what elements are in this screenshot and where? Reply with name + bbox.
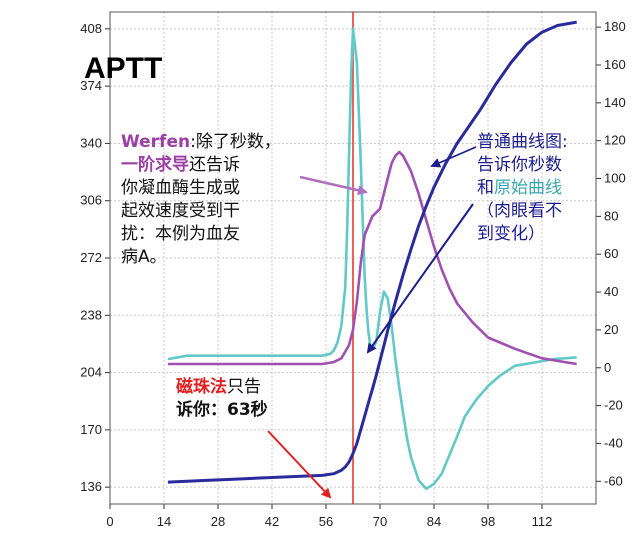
magnetic-line2: 诉你：63秒 bbox=[176, 400, 268, 420]
raw-curve-arrow bbox=[366, 203, 474, 354]
x-tick-label: 98 bbox=[481, 514, 495, 529]
normal-curve-arrow bbox=[430, 146, 477, 168]
original-curve-label: 原始曲线 bbox=[494, 178, 562, 198]
naked-eye-line1: （肉眼看不 bbox=[477, 201, 562, 221]
x-tick-label: 42 bbox=[265, 514, 279, 529]
first-derivative-curve bbox=[167, 150, 577, 366]
y-left-tick-label: 340 bbox=[80, 135, 102, 150]
werfen-label: Werfen bbox=[121, 132, 191, 152]
normal-line2: 告诉你秒数 bbox=[477, 155, 562, 175]
magnetic-label: 磁珠法 bbox=[176, 377, 227, 397]
normal-curve-annotation: 普通曲线图: 告诉你秒数 和原始曲线 （肉眼看不 到变化） bbox=[477, 131, 568, 246]
chart-title: APTT bbox=[84, 52, 163, 85]
y-left-tick-label: 238 bbox=[80, 307, 102, 322]
x-tick-label: 56 bbox=[319, 514, 333, 529]
werfen-line5: 扰：本例为血友 bbox=[121, 224, 240, 244]
y-left-tick-label: 170 bbox=[80, 422, 102, 437]
naked-eye-line2: 到变化） bbox=[477, 224, 545, 244]
series-layer bbox=[167, 12, 577, 504]
y-right-tick-label: -60 bbox=[604, 473, 623, 488]
werfen-line1: :除了秒数， bbox=[190, 132, 281, 152]
werfen-line6: 病A。 bbox=[121, 247, 167, 267]
y-right-tick-label: 40 bbox=[604, 284, 618, 299]
y-right-tick-label: 80 bbox=[604, 208, 618, 223]
x-tick-label: 14 bbox=[157, 514, 171, 529]
y-right-tick-label: 140 bbox=[604, 95, 626, 110]
y-right-tick-label: -40 bbox=[604, 435, 623, 450]
normal-line3-prefix: 和 bbox=[477, 178, 494, 198]
coagulation-curve bbox=[167, 20, 577, 484]
x-tick-label: 84 bbox=[427, 514, 441, 529]
werfen-line3: 你凝血酶生成或 bbox=[121, 178, 240, 198]
werfen-line4: 起效速度受到干 bbox=[121, 201, 240, 221]
normal-line1-suffix: : bbox=[562, 132, 568, 152]
y-left-tick-label: 374 bbox=[80, 78, 102, 93]
x-tick-label: 70 bbox=[373, 514, 387, 529]
y-left-tick-label: 204 bbox=[80, 365, 102, 380]
x-tick-label: 112 bbox=[532, 514, 553, 529]
magnetic-arrow bbox=[267, 430, 332, 499]
x-tick-label: 28 bbox=[211, 514, 225, 529]
werfen-line2: 还告诉 bbox=[189, 155, 240, 175]
werfen-annotation: Werfen:除了秒数， 一阶求导还告诉 你凝血酶生成或 起效速度受到干 扰：本… bbox=[121, 131, 281, 269]
y-left-tick-label: 408 bbox=[80, 21, 102, 36]
y-left-tick-label: 306 bbox=[80, 193, 102, 208]
ticks-layer: 136 170 204 238 272 306 340 374 408 -60 -40 -20 0 20 4… bbox=[80, 19, 625, 529]
y-right-tick-label: 60 bbox=[604, 246, 618, 261]
x-tick-label: 0 bbox=[106, 514, 113, 529]
y-left-tick-label: 136 bbox=[80, 479, 102, 494]
y-right-tick-label: 120 bbox=[604, 133, 626, 148]
y-right-tick-label: 0 bbox=[604, 360, 611, 375]
y-right-tick-label: 160 bbox=[604, 57, 626, 72]
y-right-tick-label: 180 bbox=[604, 19, 626, 34]
magnetic-annotation: 磁珠法只告 诉你：63秒 bbox=[176, 376, 268, 422]
y-right-tick-label: 20 bbox=[604, 322, 618, 337]
normal-curve-label: 普通曲线图 bbox=[477, 132, 562, 152]
y-left-tick-label: 272 bbox=[80, 250, 102, 265]
raw-optical-signal-curve bbox=[167, 27, 577, 491]
derivative-label: 一阶求导 bbox=[121, 155, 189, 175]
derivative-arrow bbox=[299, 175, 368, 196]
magnetic-line1-suffix: 只告 bbox=[227, 377, 261, 397]
arrow-layer bbox=[267, 146, 477, 499]
y-right-tick-label: -20 bbox=[604, 398, 623, 413]
y-right-tick-label: 100 bbox=[604, 171, 626, 186]
